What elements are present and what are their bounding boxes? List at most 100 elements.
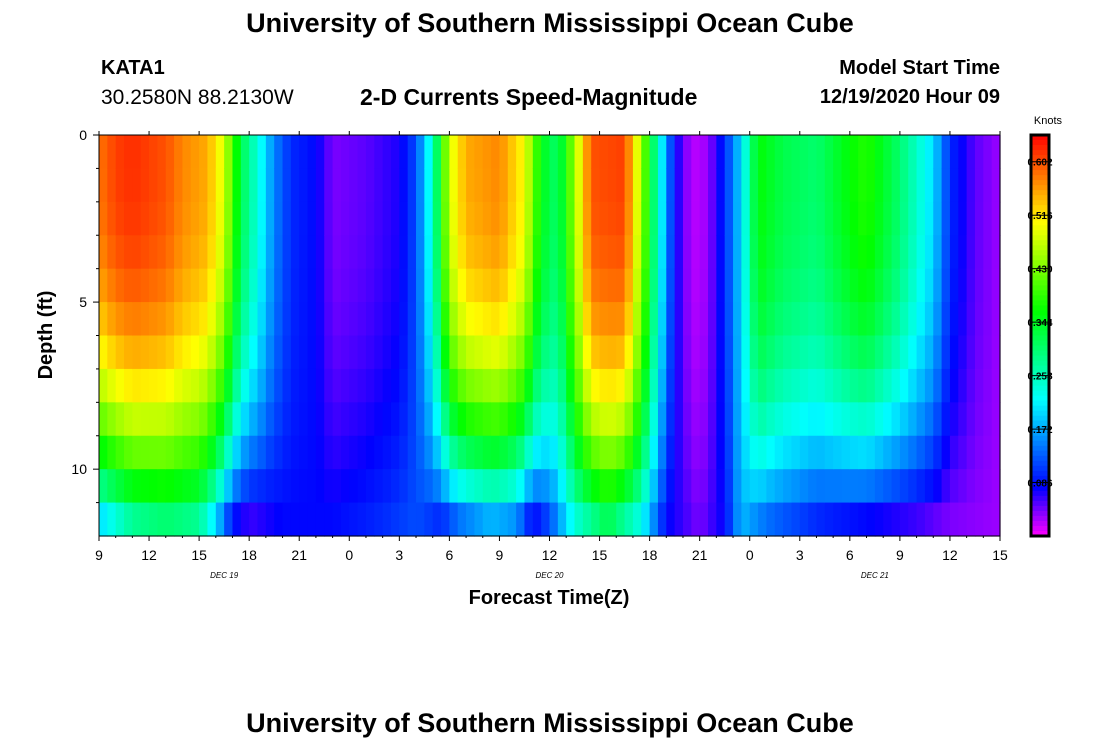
colorbar-swatch — [1031, 465, 1049, 472]
heatmap-cell — [974, 135, 984, 170]
heatmap-cell — [207, 335, 217, 370]
heatmap-cell — [791, 502, 801, 537]
heatmap-cell — [666, 502, 676, 537]
heatmap-cell — [724, 168, 734, 203]
heatmap-cell — [107, 268, 117, 303]
heatmap-cell — [149, 201, 158, 236]
heatmap-cell — [849, 435, 859, 470]
heatmap-cell — [382, 402, 392, 437]
heatmap-cell — [682, 502, 692, 537]
heatmap-cell — [140, 168, 150, 203]
heatmap-cell — [99, 268, 108, 303]
colorbar-swatch — [1031, 150, 1049, 156]
heatmap-cell — [657, 368, 667, 403]
heatmap-cell — [682, 335, 692, 370]
heatmap-cell — [699, 268, 709, 303]
heatmap-cell — [949, 469, 959, 504]
heatmap-cell — [457, 235, 467, 270]
heatmap-cell — [416, 368, 425, 403]
heatmap-cell — [299, 201, 309, 236]
heatmap-cell — [390, 469, 400, 504]
heatmap-cell — [265, 268, 275, 303]
heatmap-cell — [724, 402, 734, 437]
heatmap-cell — [182, 135, 192, 170]
heatmap-cell — [424, 235, 434, 270]
heatmap-cell — [641, 368, 651, 403]
heatmap-cell — [541, 502, 551, 537]
heatmap-cell — [741, 502, 751, 537]
heatmap-cell — [449, 469, 459, 504]
heatmap-cell — [874, 201, 884, 236]
heatmap-cell — [841, 235, 851, 270]
heatmap-cell — [240, 268, 250, 303]
heatmap-cell — [149, 235, 158, 270]
heatmap-cell — [466, 368, 476, 403]
heatmap-cell — [933, 268, 943, 303]
heatmap-cell — [824, 201, 834, 236]
heatmap-cell — [632, 435, 642, 470]
heatmap-cell — [582, 502, 592, 537]
heatmap-cell — [390, 201, 400, 236]
heatmap-cell — [132, 335, 142, 370]
colorbar-swatch — [1031, 310, 1049, 317]
heatmap-cell — [824, 469, 834, 504]
heatmap-cell — [599, 235, 609, 270]
heatmap-cell — [941, 201, 951, 236]
heatmap-cell — [474, 335, 484, 370]
heatmap-cell — [357, 502, 367, 537]
heatmap-cell — [416, 135, 425, 170]
colorbar: 0.086 0.172 0.258 0.344 0.430 0.516 0.602 — [1027, 133, 1053, 538]
heatmap-cell — [374, 268, 384, 303]
heatmap-cell — [816, 502, 826, 537]
heatmap-cell — [916, 201, 926, 236]
heatmap-cell — [858, 135, 868, 170]
heatmap-cell — [449, 502, 459, 537]
heatmap-cell — [332, 469, 342, 504]
heatmap-cell — [641, 201, 651, 236]
heatmap-cell — [174, 469, 184, 504]
y-axis: 0 5 10 — [71, 127, 99, 504]
heatmap-cell — [324, 168, 334, 203]
heatmap-cell — [924, 201, 934, 236]
heatmap-cell — [207, 268, 217, 303]
heatmap-cell — [666, 335, 676, 370]
heatmap-cell — [591, 335, 601, 370]
heatmap-cell — [174, 168, 184, 203]
heatmap-cell — [724, 502, 734, 537]
heatmap-cell — [516, 502, 526, 537]
colorbar-swatch — [1031, 250, 1049, 256]
heatmap-cell — [849, 469, 859, 504]
heatmap-cell — [599, 168, 609, 203]
heatmap-cell — [541, 302, 551, 337]
heatmap-cell — [332, 335, 342, 370]
heatmap-cell — [783, 469, 793, 504]
heatmap-cell — [424, 435, 434, 470]
colorbar-swatch — [1031, 265, 1049, 271]
heatmap-cell — [983, 402, 993, 437]
heatmap-cell — [265, 302, 275, 337]
heatmap-cell — [624, 135, 634, 170]
heatmap-cell — [908, 235, 918, 270]
heatmap-cell — [482, 235, 492, 270]
heatmap-cell — [174, 235, 184, 270]
heatmap-cell — [132, 368, 142, 403]
heatmap-cell — [249, 135, 259, 170]
heatmap-cell — [524, 302, 534, 337]
heatmap-cell — [724, 268, 734, 303]
colorbar-swatch — [1031, 260, 1049, 266]
heatmap-cell — [899, 302, 909, 337]
heatmap-cell — [507, 435, 517, 470]
heatmap-cell — [866, 302, 876, 337]
colorbar-swatch — [1031, 340, 1049, 347]
heatmap-cell — [958, 368, 968, 403]
heatmap-cell — [557, 235, 567, 270]
heatmap-cell — [390, 502, 400, 537]
heatmap-cell — [399, 368, 409, 403]
heatmap-cell — [866, 469, 876, 504]
heatmap-cell — [849, 502, 859, 537]
heatmap-cell — [858, 502, 868, 537]
heatmap-cell — [365, 235, 375, 270]
heatmap-cell — [524, 435, 534, 470]
heatmap-cell — [616, 435, 626, 470]
